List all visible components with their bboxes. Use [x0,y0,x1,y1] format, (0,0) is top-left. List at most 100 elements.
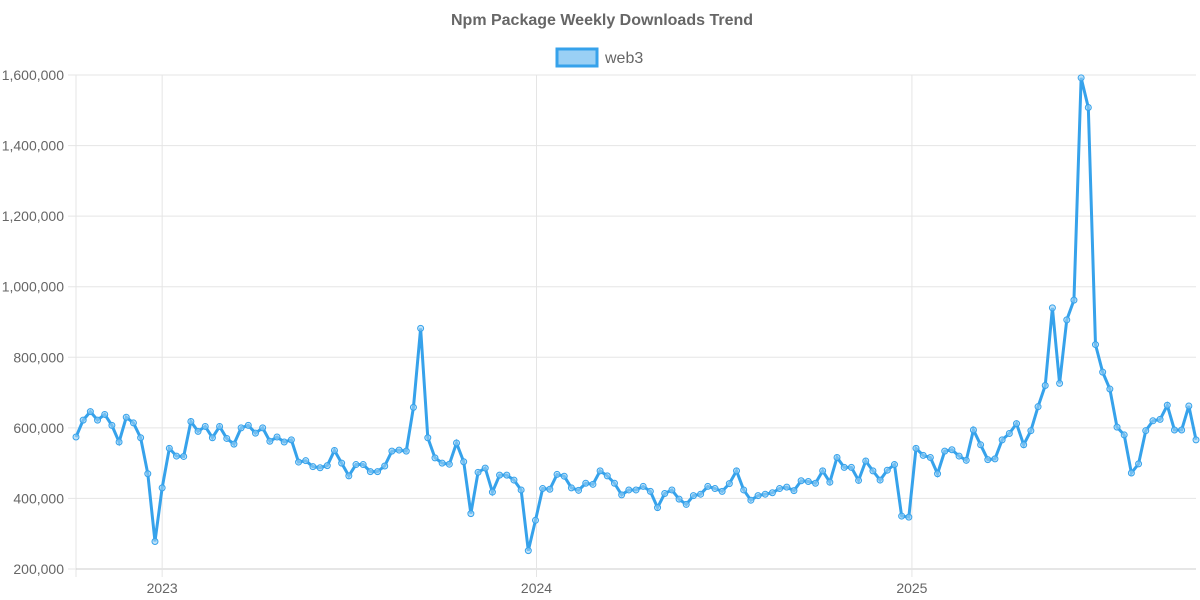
data-point [453,439,461,447]
data-point [991,455,999,463]
data-point [575,486,583,494]
data-point [287,436,295,444]
data-point [675,495,683,503]
data-point [969,426,977,434]
data-point [481,464,489,472]
data-point [122,413,130,421]
data-point [934,470,942,478]
data-point [1027,427,1035,435]
data-point [725,480,733,488]
y-tick-label: 1,200,000 [2,208,64,224]
data-point [216,422,224,430]
data-point [1005,430,1013,438]
data-point [244,421,252,429]
data-point [589,480,597,488]
data-point [259,424,267,432]
data-point [417,324,425,332]
data-point [833,453,841,461]
data-point [86,408,94,416]
data-point [374,468,382,476]
data-point [129,419,137,427]
data-point [330,446,338,454]
data-point [747,496,755,504]
data-point [855,476,863,484]
data-point [618,491,626,499]
data-point [740,486,748,494]
data-point [94,416,102,424]
data-point [811,479,819,487]
data-point [1185,402,1193,410]
data-point [108,421,116,429]
data-point [338,459,346,467]
data-point [1063,316,1071,324]
data-point [295,458,303,466]
data-point [1127,469,1135,477]
data-point [998,436,1006,444]
data-point [230,440,238,448]
data-point [625,486,633,494]
data-point [467,510,475,518]
data-point [402,447,410,455]
data-point [1048,304,1056,312]
data-point [689,492,697,500]
legend-swatch-web3 [555,47,599,68]
data-point [768,489,776,497]
data-point [539,485,547,493]
y-tick-label: 1,400,000 [2,138,64,154]
data-point [682,500,690,508]
data-point [1013,420,1021,428]
data-point [280,438,288,446]
data-point [474,468,482,476]
data-point [1099,368,1107,376]
data-point [302,457,310,465]
chart-title: Npm Package Weekly Downloads Trend [451,12,753,29]
data-point [309,463,317,471]
data-point [661,489,669,497]
data-point [984,456,992,464]
data-point [194,427,202,435]
data-point [531,516,539,524]
data-point [409,403,417,411]
data-point [180,452,188,460]
data-point [1135,460,1143,468]
data-point [1113,423,1121,431]
data-point [158,484,166,492]
data-point [876,476,884,484]
data-point [596,467,604,475]
data-point [704,482,712,490]
data-point [1056,379,1064,387]
data-point [1091,341,1099,349]
data-point [826,478,834,486]
data-point [251,429,259,437]
data-point [883,466,891,474]
grid [68,74,1196,577]
data-point [553,470,561,478]
data-point [1163,401,1171,409]
data-point [144,470,152,478]
data-point [1084,103,1092,111]
data-point [424,434,432,442]
data-point [137,434,145,442]
data-point [840,463,848,471]
data-point [201,422,209,430]
data-point [718,487,726,495]
data-point [1170,426,1178,434]
y-tick-label: 1,600,000 [2,67,64,83]
data-point [1041,382,1049,390]
data-point [352,461,360,469]
data-point [1192,436,1200,444]
data-point [1178,426,1186,434]
data-point [237,424,245,432]
data-point [847,463,855,471]
data-point [316,464,324,472]
data-point [898,512,906,520]
y-tick-label: 600,000 [13,420,64,436]
data-point [510,476,518,484]
data-point [151,537,159,545]
data-point [1149,417,1157,425]
data-point [1156,415,1164,423]
data-point [1070,296,1078,304]
data-point [654,504,662,512]
legend[interactable]: web3 [555,47,643,68]
data-point [431,454,439,462]
